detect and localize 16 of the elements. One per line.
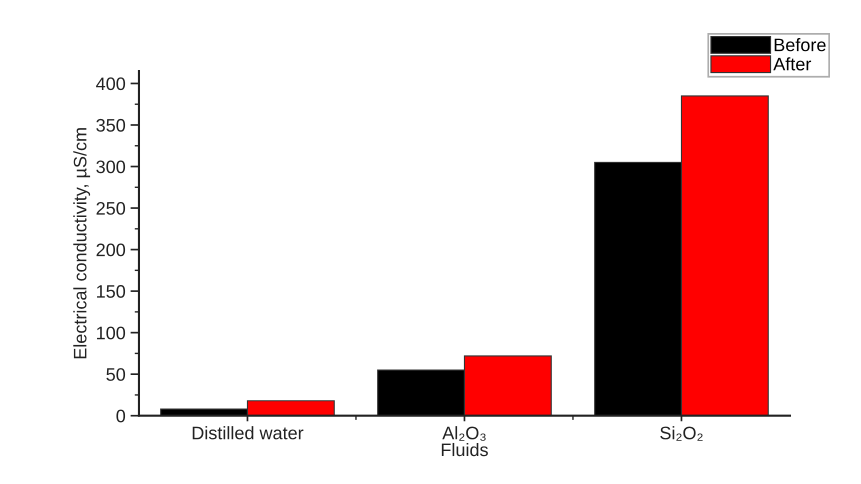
y-tick-label: 350 (96, 118, 126, 132)
x-tick-label: Si₂O₂ (660, 426, 703, 441)
y-tick-label: 150 (97, 285, 126, 298)
legend-label: After (773, 57, 812, 70)
y-tick-label: 200 (96, 244, 126, 256)
y-axis-title: Electrical conductivity, µS/cm (73, 128, 90, 358)
y-tick-label: 250 (96, 202, 126, 215)
y-tick-label: 50 (106, 368, 126, 381)
y-tick-label: 400 (96, 77, 126, 90)
y-tick-label: 300 (96, 160, 126, 174)
x-tick-label: Al₂O₃ (442, 426, 486, 441)
y-tick-label: 100 (97, 326, 126, 340)
legend-label: Before (774, 38, 826, 52)
x-tick-label: Distilled water (192, 426, 304, 440)
x-axis-title: Fluids (442, 442, 488, 456)
y-tick-label: 0 (116, 410, 126, 422)
